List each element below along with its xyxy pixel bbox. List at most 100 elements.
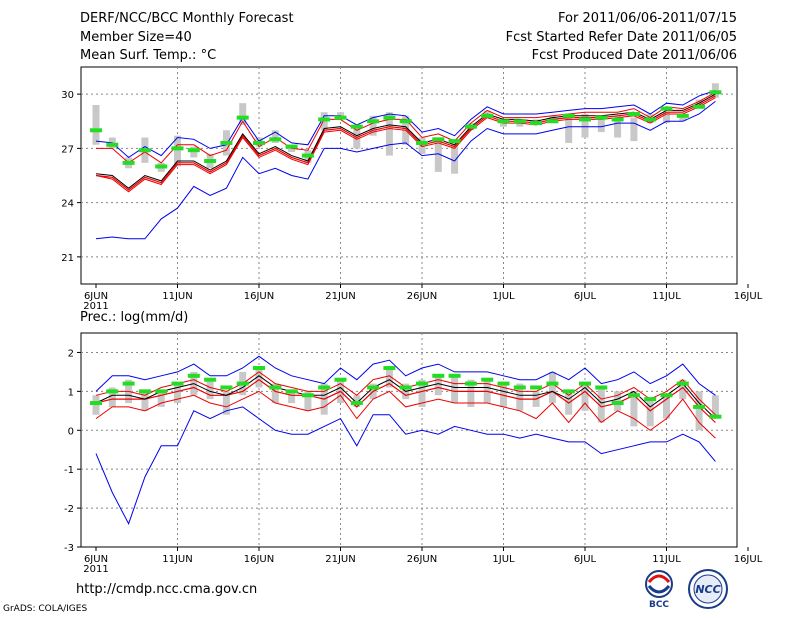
prec-ensemble-box [630, 391, 638, 427]
prec-y-tick-label: 1 [68, 387, 74, 398]
temp-mean-marker [383, 115, 396, 120]
prec-ensemble-box [548, 371, 556, 404]
prec-mean-marker [448, 373, 461, 378]
prec-mean-marker [497, 381, 510, 386]
prec-ensemble-box [271, 383, 279, 404]
prec-mean-marker [399, 385, 412, 390]
temp-mean-marker [138, 148, 151, 153]
temp-mean-marker [106, 142, 119, 147]
prec-y-tick-label: 2 [68, 348, 74, 359]
temp-y-tick-label: 27 [61, 144, 74, 155]
prec-y-tick-label: 0 [68, 426, 74, 437]
temp-mean-marker [693, 104, 706, 109]
prec-ensemble-box [174, 383, 181, 404]
prec-mean-marker [155, 389, 168, 394]
temp-x-tick-label: 16JUN [244, 291, 274, 302]
temp-mean-marker [285, 144, 298, 149]
prec-x-tick-label: 21JUN [325, 554, 355, 565]
prec-ensemble-box [597, 387, 605, 423]
temp-mean-marker [644, 117, 657, 122]
temp-mean-marker [155, 164, 168, 169]
temp-y-tick-label: 24 [61, 199, 74, 210]
temp-mean-marker [204, 159, 217, 164]
prec-mean-marker [709, 414, 722, 419]
temp-mean-marker [318, 117, 331, 122]
bcc-logo: BCC [637, 568, 681, 614]
prec-mean-marker [253, 366, 265, 371]
temp-ensemble-box [174, 135, 181, 167]
prec-mean-marker [269, 385, 282, 390]
temp-x-tick-label: 16JUL [734, 291, 763, 302]
source-url[interactable]: http://cmdp.ncc.cma.gov.cn [76, 582, 258, 597]
temp-mean-marker [269, 137, 282, 142]
temp-mean-marker [562, 113, 575, 118]
prec-mean-marker [546, 381, 559, 386]
temp-ensemble-box [630, 117, 638, 142]
member-size-label: Member Size=40 [80, 30, 192, 45]
temp-x-tick-label: 6JUL [574, 291, 597, 302]
prec-ensemble-box [255, 368, 263, 388]
temp-mean-marker [530, 121, 543, 126]
temp-mean-marker [676, 113, 689, 118]
prec-mean-marker [432, 373, 445, 378]
temp-mean-marker [627, 112, 640, 117]
prec-ensemble-box [288, 391, 296, 404]
temp-mean-marker [660, 106, 673, 111]
temp-x-tick-label: 21JUN [325, 291, 355, 302]
temp-plot-frame [80, 66, 738, 285]
temp-mean-marker [416, 140, 428, 145]
prec-mean-marker [204, 377, 217, 382]
prec-x-tick-label: 6JUL [574, 554, 597, 565]
temp-ensemble-box [451, 139, 459, 174]
temp-mean-marker [546, 119, 559, 124]
prec-mean-marker [383, 366, 396, 371]
prec-ensemble-box [418, 379, 426, 407]
prec-mean-marker [122, 381, 135, 386]
temp-ensemble-box [614, 115, 622, 138]
prec-ensemble-box [646, 399, 654, 427]
temp-ensemble-box [92, 104, 100, 145]
prec-ensemble-box [222, 391, 230, 415]
prec-mean-marker [530, 385, 543, 390]
prec-ensemble-box [141, 391, 149, 411]
prec-mean-marker [676, 381, 689, 386]
prec-mean-marker [187, 373, 200, 378]
temp-series-median [95, 93, 716, 189]
temp-series-max [95, 90, 716, 159]
temp-mean-marker [709, 90, 722, 95]
prec-ensemble-box [434, 375, 442, 396]
temp-ensemble-box [581, 114, 589, 138]
prec-mean-marker [579, 381, 591, 386]
temp-variable-label: Mean Surf. Temp.: °C [80, 48, 217, 63]
temp-x-tick-label: 11JUL [652, 291, 681, 302]
prec-mean-marker [285, 389, 298, 394]
temp-ensemble-box [418, 137, 426, 154]
prec-ensemble-box [451, 375, 459, 404]
temp-ensemble-box [385, 112, 393, 156]
temp-x-tick-label: 1JUL [492, 291, 515, 302]
prec-ensemble-box [711, 395, 719, 419]
prec-ensemble-box [663, 395, 670, 419]
prec-mean-marker [106, 389, 119, 394]
prec-x-year-label: 2011 [83, 564, 108, 575]
prec-mean-marker [611, 401, 624, 406]
temp-mean-marker [611, 117, 624, 122]
bcc-logo-text: BCC [649, 600, 669, 610]
prec-mean-marker [301, 393, 314, 398]
prec-x-tick-label: 16JUN [244, 554, 274, 565]
prec-x-tick-label: 6JUN [84, 554, 108, 565]
temp-ensemble-box [565, 117, 573, 143]
prec-y-tick-label: -1 [64, 465, 74, 476]
temp-y-tick-label: 30 [61, 90, 74, 101]
temp-ensemble-box [695, 99, 703, 109]
temp-mean-marker [301, 153, 314, 158]
prec-x-tick-label: 1JUL [492, 554, 515, 565]
temp-series-mean [95, 95, 716, 191]
temp-x-tick-label: 6JUN [84, 291, 108, 302]
temp-mean-marker [90, 128, 102, 133]
prec-mean-marker [416, 381, 428, 386]
prec-mean-marker [513, 385, 526, 390]
ncc-logo-text: NCC [695, 583, 720, 596]
temp-mean-marker [432, 137, 445, 142]
